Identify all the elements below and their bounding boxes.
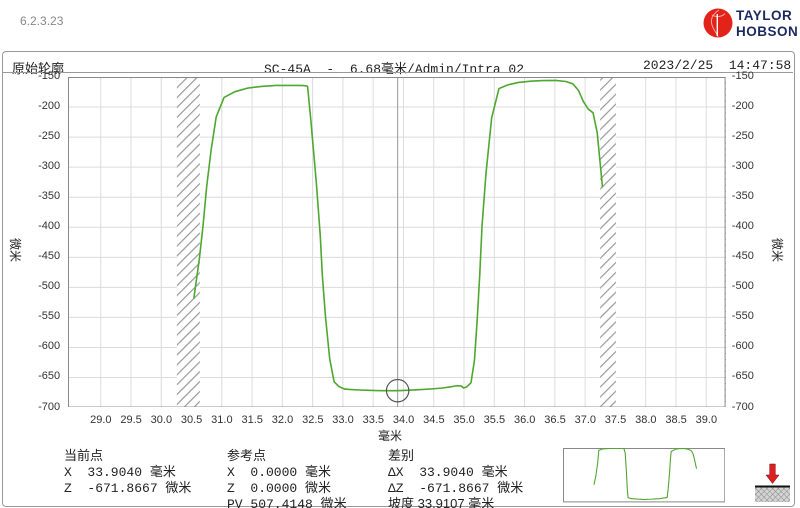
- svg-text:TAYLOR: TAYLOR: [736, 8, 792, 23]
- svg-text:HOBSON: HOBSON: [736, 24, 798, 39]
